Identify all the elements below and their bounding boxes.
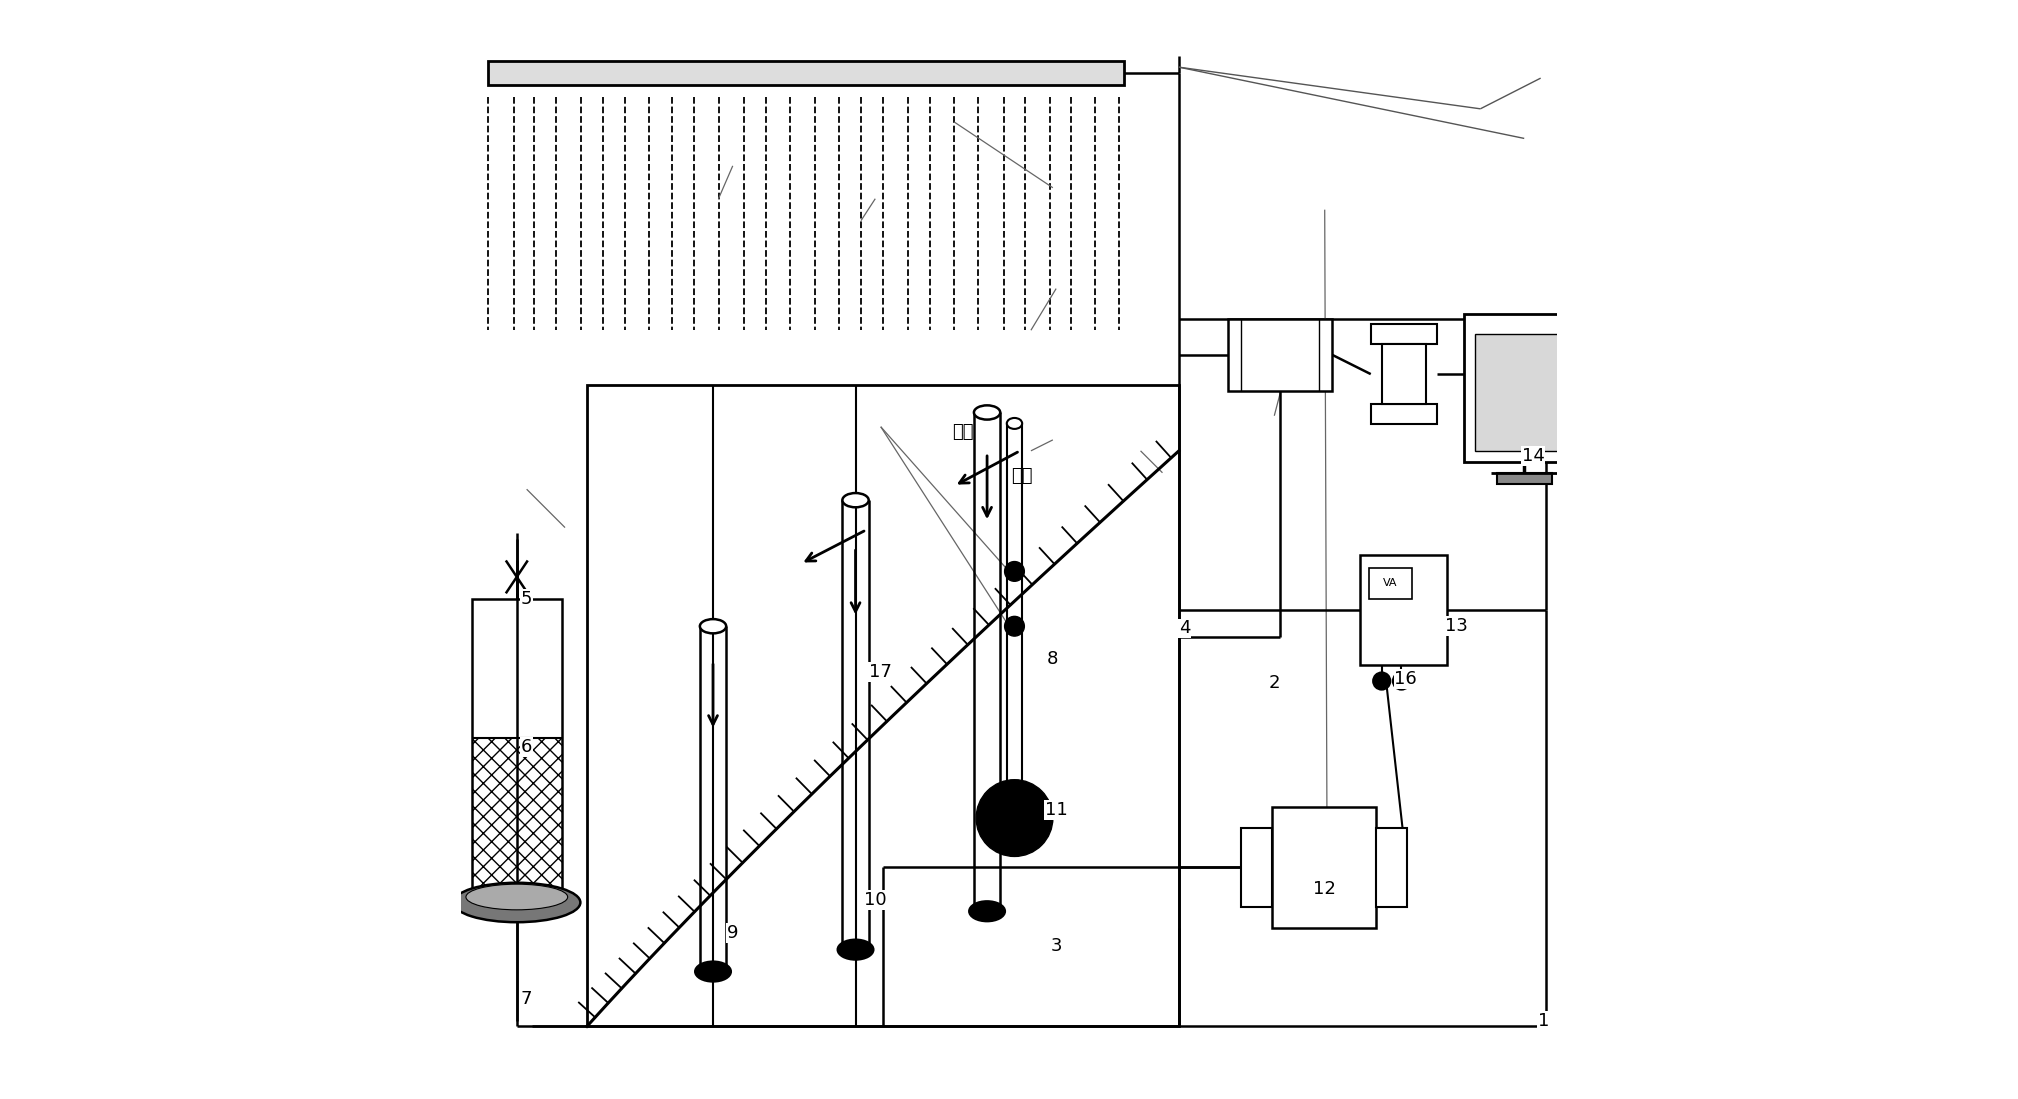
- Text: 9: 9: [726, 924, 739, 942]
- Text: 12: 12: [1314, 880, 1336, 898]
- Text: 2: 2: [1269, 675, 1279, 692]
- Bar: [1360, 555, 1447, 665]
- Text: 10: 10: [864, 891, 886, 909]
- Bar: [587, 385, 1179, 1026]
- Text: 16: 16: [1394, 670, 1417, 688]
- Circle shape: [1005, 562, 1025, 581]
- Ellipse shape: [700, 619, 726, 633]
- Bar: [1382, 344, 1425, 404]
- Text: 11: 11: [1045, 801, 1068, 820]
- Ellipse shape: [454, 882, 581, 922]
- Bar: [1368, 568, 1413, 599]
- Text: 径流: 径流: [952, 423, 975, 441]
- Circle shape: [977, 779, 1053, 856]
- Bar: [1370, 404, 1437, 424]
- Text: VA: VA: [1382, 578, 1398, 588]
- Bar: [1376, 828, 1407, 907]
- Text: 3: 3: [1051, 937, 1061, 955]
- Text: 17: 17: [870, 664, 892, 681]
- Text: 4: 4: [1179, 620, 1191, 637]
- Text: 5: 5: [521, 590, 533, 608]
- Ellipse shape: [696, 962, 731, 981]
- Bar: [472, 599, 561, 889]
- Bar: [1497, 473, 1552, 484]
- Text: 入渗: 入渗: [1011, 467, 1033, 485]
- Bar: [488, 60, 1124, 85]
- Bar: [472, 739, 561, 889]
- Ellipse shape: [975, 406, 1001, 420]
- Bar: [1475, 333, 1574, 451]
- Bar: [1370, 324, 1437, 344]
- Text: 6: 6: [521, 737, 533, 756]
- Text: 7: 7: [521, 990, 533, 1008]
- Bar: [1241, 828, 1271, 907]
- Circle shape: [1392, 673, 1411, 690]
- Ellipse shape: [842, 493, 868, 508]
- Text: 14: 14: [1522, 447, 1544, 465]
- Ellipse shape: [969, 901, 1005, 921]
- Text: 13: 13: [1445, 618, 1467, 635]
- Text: 8: 8: [1047, 651, 1059, 668]
- Bar: [1463, 314, 1584, 462]
- Bar: [1271, 807, 1376, 928]
- Ellipse shape: [837, 940, 874, 959]
- Ellipse shape: [466, 885, 567, 910]
- Circle shape: [1005, 617, 1025, 636]
- Circle shape: [1372, 673, 1390, 690]
- Text: 1: 1: [1538, 1012, 1550, 1030]
- Ellipse shape: [1007, 418, 1023, 429]
- Bar: [1229, 320, 1332, 390]
